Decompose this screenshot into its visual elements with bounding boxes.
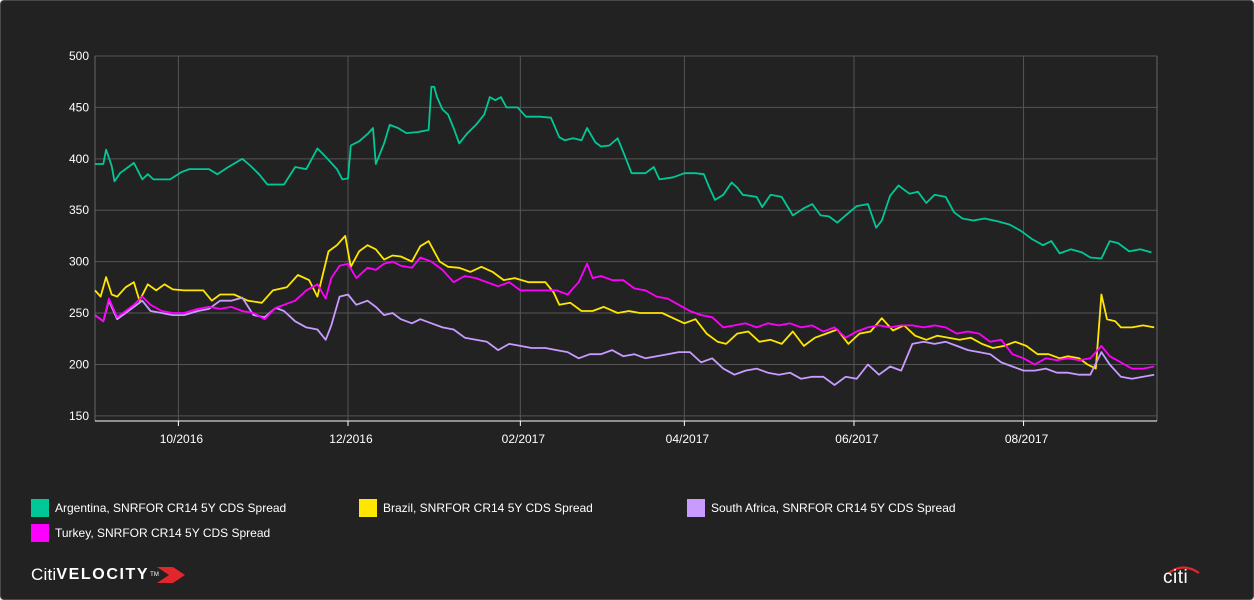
y-tick-label: 150 [69,409,89,423]
brand-citi-text: Citi [31,565,57,584]
y-tick-label: 400 [69,152,89,166]
y-tick-label: 200 [69,357,89,371]
legend-item-brazil[interactable]: Brazil, SNRFOR CR14 5Y CDS Spread [359,499,593,517]
legend-item-south-africa[interactable]: South Africa, SNRFOR CR14 5Y CDS Spread [687,499,956,517]
velocity-chevron-icon [156,567,185,583]
legend-swatch [31,524,49,542]
x-tick-label: 06/2017 [835,432,879,446]
series-line-1 [94,235,1155,370]
y-tick-label: 250 [69,306,89,320]
brand-velocity-text: VELOCITY [56,566,150,583]
series-line-3 [94,256,1155,370]
legend-label: Turkey, SNRFOR CR14 5Y CDS Spread [55,526,271,540]
x-tick-label: 08/2017 [1005,432,1049,446]
x-tick-label: 02/2017 [502,432,546,446]
y-tick-label: 500 [69,49,89,63]
x-tick-label: 12/2016 [329,432,373,446]
series-line-0 [95,85,1152,260]
x-tick-label: 04/2017 [666,432,710,446]
y-tick-label: 350 [69,203,89,217]
citi-arc-icon [1168,566,1200,574]
legend-swatch [359,499,377,517]
citi-logo: citi [1163,564,1205,588]
series-lines [94,85,1155,386]
citi-logo-text: citi [1163,567,1189,588]
legend: Argentina, SNRFOR CR14 5Y CDS Spread Bra… [31,499,1231,551]
brand-trademark: TM [150,572,159,578]
y-tick-label: 300 [69,255,89,269]
legend-label: South Africa, SNRFOR CR14 5Y CDS Spread [711,501,956,515]
legend-label: Brazil, SNRFOR CR14 5Y CDS Spread [383,501,593,515]
axes: 150 200 250 300 350 400 450 500 10/2016 12/2016 02… [69,49,1157,446]
citi-velocity-logo: Citi VELOCITY TM [31,564,187,586]
x-tick-label: 10/2016 [160,432,204,446]
y-tick-label: 450 [69,100,89,114]
legend-label: Argentina, SNRFOR CR14 5Y CDS Spread [55,501,287,515]
legend-item-turkey[interactable]: Turkey, SNRFOR CR14 5Y CDS Spread [31,524,270,542]
legend-item-argentina[interactable]: Argentina, SNRFOR CR14 5Y CDS Spread [31,499,286,517]
legend-swatch [687,499,705,517]
legend-swatch [31,499,49,517]
series-line-2 [94,293,1155,386]
grid [94,55,1158,421]
